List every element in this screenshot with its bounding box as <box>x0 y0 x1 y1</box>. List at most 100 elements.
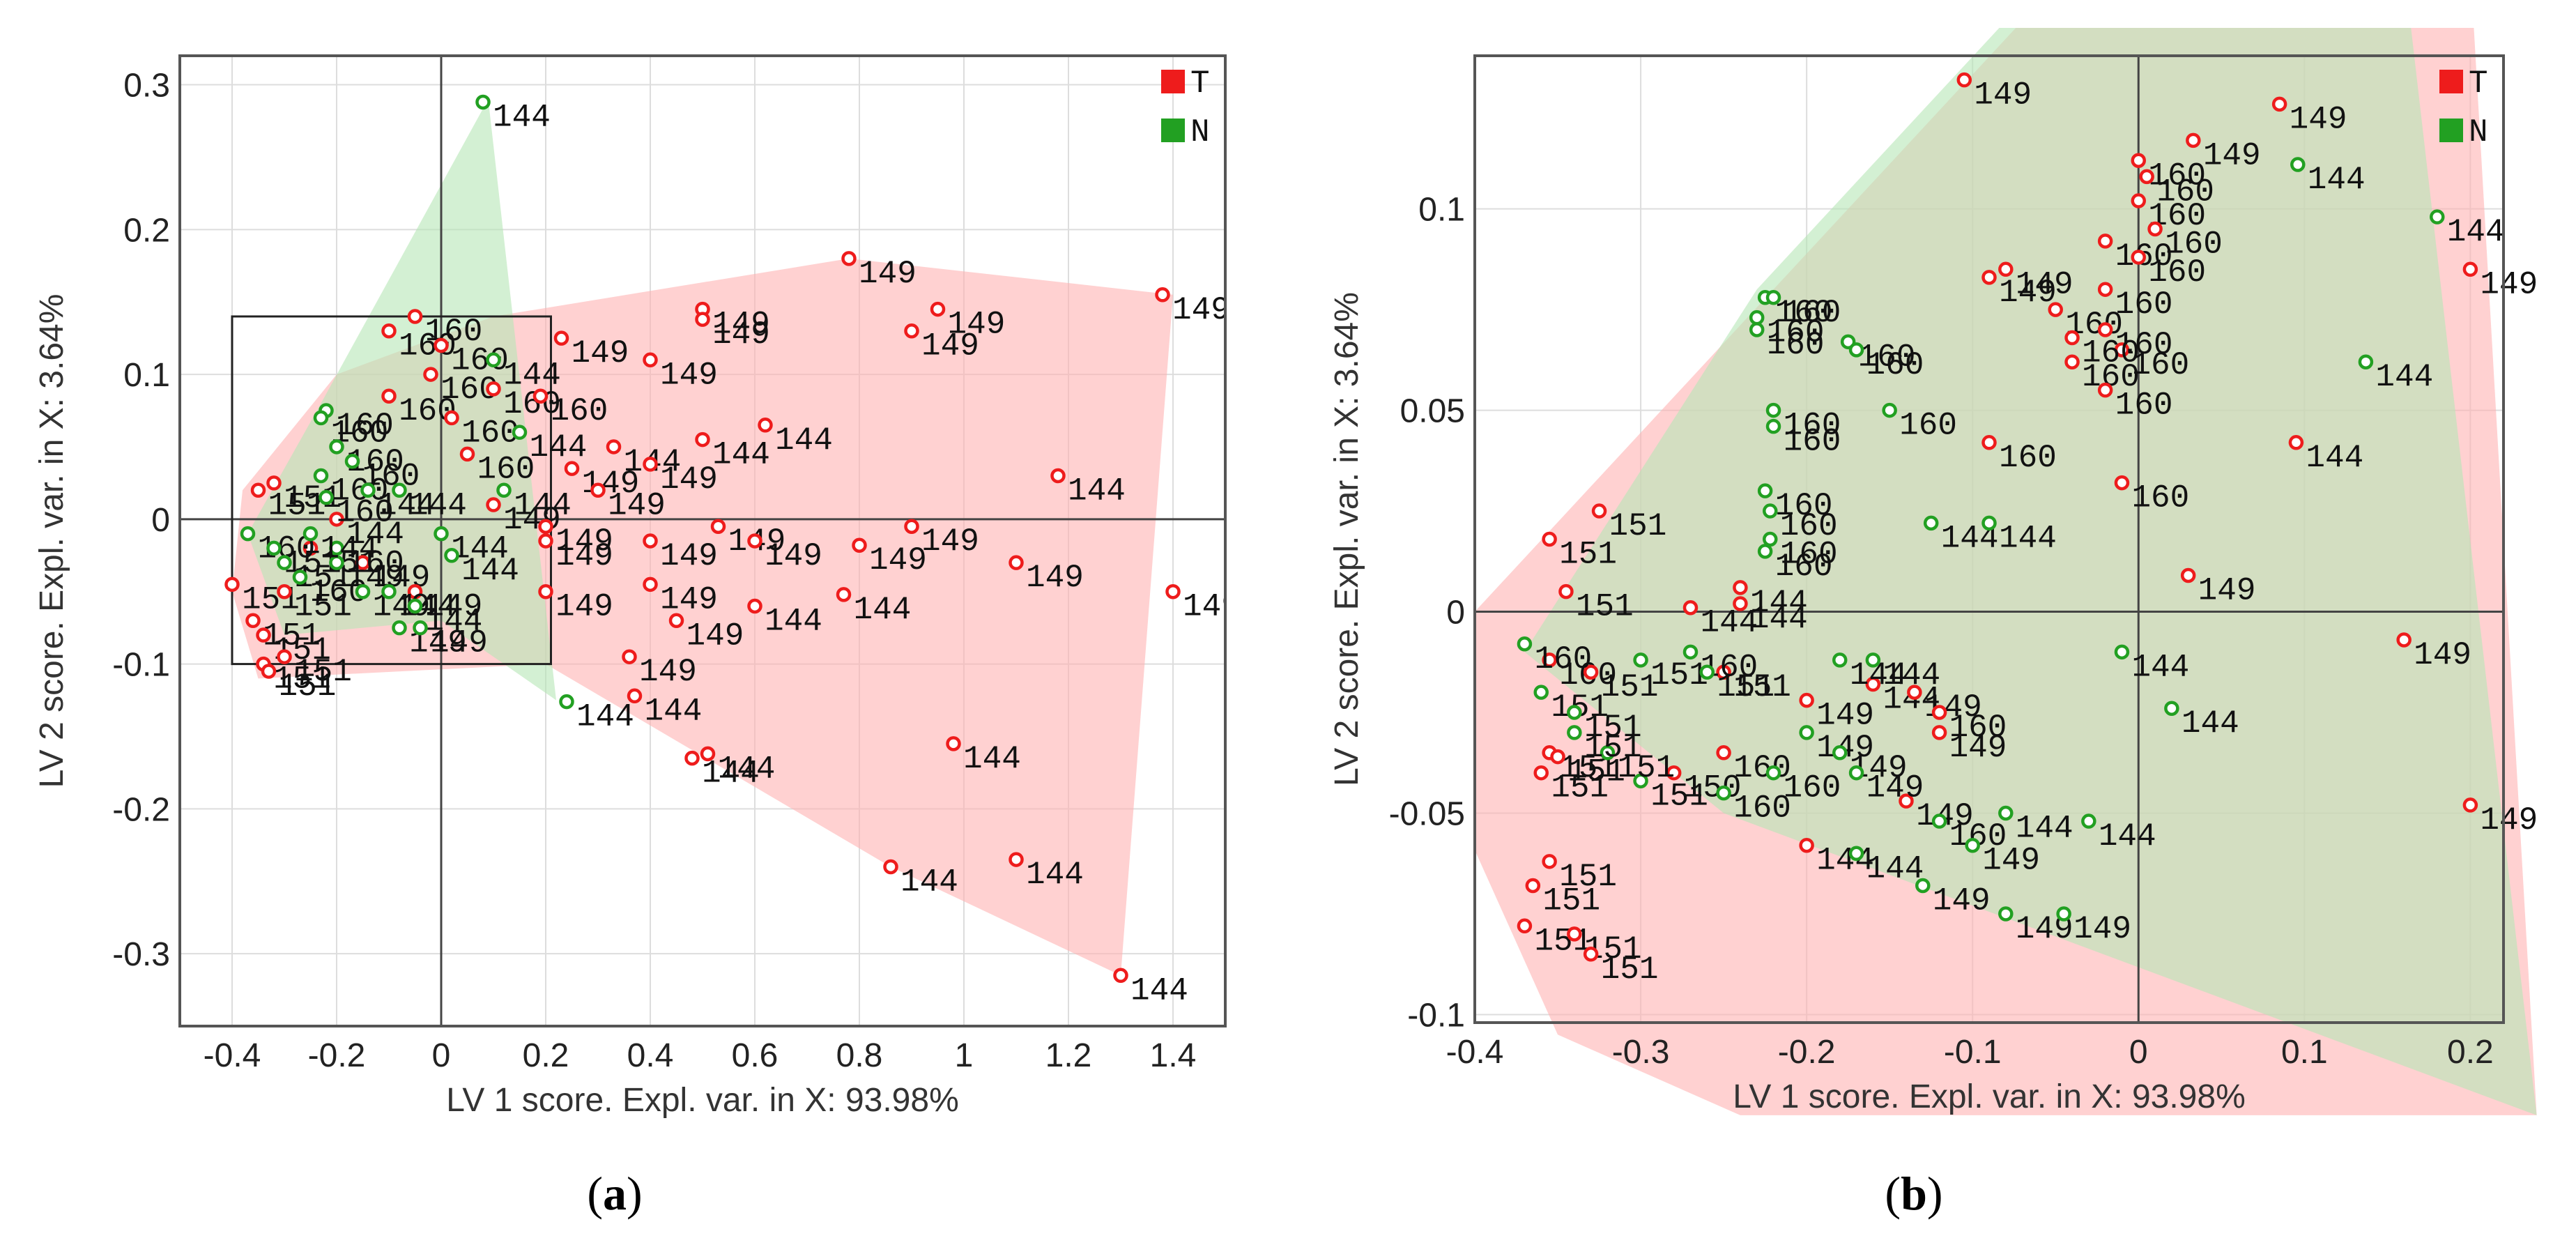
point-label: 160 <box>1949 710 2007 746</box>
data-point-T <box>256 627 271 643</box>
point-label: 160 <box>1733 750 1791 786</box>
point-label: 144 <box>2447 214 2505 250</box>
point-label: 160 <box>331 473 389 510</box>
data-point-T <box>747 598 762 614</box>
data-point-T <box>553 330 569 346</box>
point-label: 149 <box>2290 101 2347 137</box>
data-point-T <box>1899 793 1914 809</box>
point-label: 160 <box>1534 641 1592 678</box>
data-point-T <box>407 583 423 599</box>
data-point-T <box>852 537 867 553</box>
data-point-T <box>2180 567 2196 583</box>
x-tick-label: 0.8 <box>836 1037 883 1074</box>
point-label: 149 <box>555 524 613 560</box>
point-label: 144 <box>718 751 776 787</box>
point-label: 151 <box>1617 750 1675 786</box>
point-label: 150 <box>1684 770 1742 807</box>
point-label: 149 <box>869 542 927 579</box>
point-label: 149 <box>555 589 613 625</box>
point-label: 160 <box>2115 388 2173 424</box>
data-point-T <box>622 649 637 664</box>
point-label: 149 <box>639 654 697 690</box>
point-label: 160 <box>336 408 394 444</box>
data-point-N <box>1533 685 1549 700</box>
data-point-N <box>355 583 371 599</box>
data-point-N <box>392 620 407 636</box>
point-label: 149 <box>2480 802 2538 839</box>
data-point-T <box>643 533 658 549</box>
point-label: 160 <box>1775 549 1833 585</box>
data-point-T <box>434 337 449 353</box>
data-point-N <box>475 94 491 110</box>
point-label: 144 <box>514 487 572 524</box>
point-label: 149 <box>660 357 718 393</box>
point-label: 149 <box>2414 637 2471 673</box>
x-tick-label: -0.2 <box>1778 1034 1836 1071</box>
data-point-T <box>532 388 549 404</box>
x-tick-label: 0 <box>432 1037 451 1074</box>
point-label: 149 <box>608 487 666 524</box>
point-label: 144 <box>775 422 833 459</box>
point-label: 160 <box>1866 347 1924 383</box>
point-label: 151 <box>1551 770 1609 807</box>
data-point-T <box>1050 468 1066 484</box>
data-point-T <box>695 431 710 448</box>
data-point-N <box>1567 725 1582 740</box>
data-point-T <box>2097 234 2113 249</box>
data-point-N <box>1699 664 1715 680</box>
point-label: 149 <box>660 581 718 618</box>
data-point-T <box>1525 878 1541 894</box>
point-label: 149 <box>765 538 822 574</box>
data-point-T <box>1009 852 1024 867</box>
point-label: 149 <box>1183 589 1241 625</box>
x-tick-label: -0.2 <box>308 1037 366 1074</box>
point-label: 149 <box>2480 266 2538 303</box>
data-point-T <box>250 482 266 498</box>
data-point-T <box>1956 72 1972 88</box>
point-label: 149 <box>660 461 718 498</box>
data-point-T <box>2131 250 2147 265</box>
point-label: 160 <box>1780 537 1838 573</box>
point-label: 160 <box>346 545 404 581</box>
data-point-T <box>1591 503 1607 519</box>
points-a: 1491491491491491491491491441441441441491… <box>224 94 1241 1009</box>
point-label: 149 <box>2203 137 2261 174</box>
data-point-T <box>606 439 622 454</box>
point-label: 160 <box>503 386 561 422</box>
point-label: 144 <box>1750 601 1808 637</box>
data-point-N <box>1799 725 1814 740</box>
point-label: 144 <box>2306 440 2363 476</box>
data-point-T <box>1009 555 1024 570</box>
point-label: 160 <box>2165 227 2223 263</box>
data-point-T <box>1716 745 1731 761</box>
data-point-T <box>1733 596 1748 611</box>
data-point-N <box>1923 515 1939 531</box>
data-point-T <box>668 613 684 629</box>
x-tick-label: -0.4 <box>204 1037 261 1074</box>
data-point-N <box>240 526 256 542</box>
panel-a-label: (a) <box>587 1167 642 1220</box>
data-point-T <box>2114 475 2130 491</box>
y-tick-label: -0.2 <box>112 791 170 828</box>
data-point-T <box>2462 261 2478 277</box>
point-label: 144 <box>1026 857 1084 893</box>
panel-b-label: (b) <box>1885 1167 1942 1220</box>
data-point-N <box>381 583 397 599</box>
data-point-N <box>1965 837 1980 853</box>
panel-b-chart: 1491491491491601601601601601601601491491… <box>1328 28 2538 1115</box>
point-label: 160 <box>1767 327 1825 363</box>
data-point-T <box>329 512 344 527</box>
point-label: 151 <box>1542 883 1600 919</box>
point-label: 151 <box>1584 730 1642 766</box>
data-point-N <box>1763 503 1778 519</box>
y-tick-label: 0 <box>151 502 170 539</box>
data-point-N <box>1749 322 1765 337</box>
data-point-N <box>1765 418 1781 434</box>
x-axis-title: LV 1 score. Expl. var. in X: 93.98% <box>1733 1078 2246 1115</box>
data-point-N <box>1931 813 1947 829</box>
point-label: 149 <box>572 335 629 372</box>
data-point-T <box>277 649 292 664</box>
legend-a: TN <box>1161 66 1210 151</box>
legend-swatch-N <box>1161 119 1185 142</box>
